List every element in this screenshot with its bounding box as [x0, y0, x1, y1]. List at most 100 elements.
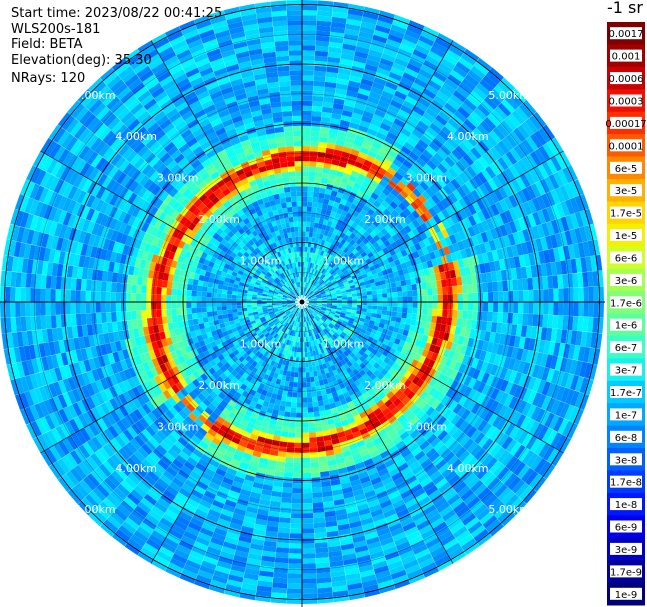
range-gate — [507, 279, 514, 291]
range-gate — [444, 357, 453, 368]
range-gate — [550, 189, 561, 205]
range-gate — [547, 314, 554, 329]
range-gate — [383, 239, 391, 248]
range-gate — [559, 231, 568, 247]
range-gate — [330, 309, 336, 313]
range-gate — [280, 400, 287, 407]
range-gate — [370, 204, 378, 212]
range-gate — [328, 314, 335, 318]
range-gate — [288, 553, 302, 559]
range-gate — [379, 57, 394, 67]
range-gate — [327, 266, 333, 273]
range-gate — [454, 392, 464, 404]
range-gate — [503, 356, 512, 369]
range-gate — [496, 173, 507, 187]
range-gate — [310, 257, 314, 264]
range-gate — [339, 265, 345, 271]
range-gate — [302, 392, 307, 398]
range-gate — [489, 146, 502, 160]
range-gate — [317, 302, 323, 305]
range-gate — [324, 258, 330, 264]
range-gate — [337, 236, 344, 243]
range-gate — [334, 287, 341, 292]
range-gate — [307, 262, 311, 268]
range-gate — [289, 376, 295, 383]
range-gate — [293, 462, 302, 469]
range-gate — [306, 299, 312, 301]
range-gate — [328, 284, 334, 289]
range-gate — [423, 200, 433, 211]
range-gate — [432, 361, 440, 371]
range-gate — [331, 305, 337, 308]
range-gate — [322, 262, 327, 269]
range-gate — [342, 320, 348, 325]
range-gate — [566, 422, 578, 439]
range-gate — [416, 171, 427, 181]
range-gate — [372, 114, 384, 123]
range-gate — [325, 76, 338, 84]
range-gate — [295, 427, 302, 433]
range-gate — [446, 317, 453, 326]
range-gate — [432, 287, 438, 295]
range-gate — [470, 162, 482, 175]
range-gate — [305, 287, 309, 293]
range-gate — [427, 79, 442, 91]
range-gate — [287, 437, 295, 443]
range-gate — [320, 261, 325, 268]
range-gate — [381, 288, 388, 294]
range-gate — [308, 231, 313, 238]
range-gate — [486, 251, 494, 263]
range-gate — [314, 537, 328, 544]
range-gate — [412, 49, 428, 60]
range-gate — [551, 384, 561, 400]
range-gate — [329, 226, 335, 233]
range-gate — [521, 402, 532, 417]
range-gate — [349, 282, 355, 287]
range-gate — [314, 290, 319, 294]
range-gate — [387, 292, 393, 298]
range-gate — [306, 299, 312, 302]
range-gate — [434, 37, 451, 50]
range-gate — [284, 411, 291, 418]
range-gate — [555, 218, 565, 233]
range-gate — [368, 215, 376, 224]
range-gate — [302, 151, 310, 157]
range-gate — [391, 311, 398, 317]
range-gate — [334, 196, 342, 204]
range-gate — [334, 253, 340, 259]
range-gate — [565, 389, 575, 405]
range-gate — [448, 44, 464, 57]
range-gate — [321, 111, 332, 118]
range-gate — [407, 114, 420, 125]
range-gate — [559, 403, 570, 419]
range-gate — [472, 127, 486, 141]
range-gate — [407, 330, 414, 338]
range-gate — [422, 308, 428, 316]
range-gate — [460, 102, 474, 115]
range-gate — [377, 149, 388, 159]
range-gate — [433, 249, 441, 259]
range-gate — [436, 201, 446, 212]
range-gate — [382, 297, 388, 302]
range-gate — [372, 294, 378, 299]
range-gate — [339, 232, 346, 239]
range-gate — [464, 74, 480, 87]
range-gate — [421, 190, 431, 201]
range-gate — [372, 219, 381, 228]
range-gate — [302, 75, 314, 81]
range-gate — [345, 23, 361, 32]
range-gate — [572, 243, 581, 259]
range-gate — [490, 228, 499, 240]
range-gate — [309, 437, 317, 443]
range-gate — [419, 203, 429, 214]
range-gate — [378, 62, 392, 72]
range-gate — [327, 231, 333, 238]
range-gate — [508, 207, 519, 221]
range-gate — [415, 276, 422, 284]
range-gate — [352, 302, 358, 305]
range-gate — [316, 296, 322, 299]
range-gate — [387, 340, 394, 348]
range-gate — [440, 339, 448, 349]
range-gate — [315, 385, 321, 392]
range-gate — [427, 50, 443, 63]
